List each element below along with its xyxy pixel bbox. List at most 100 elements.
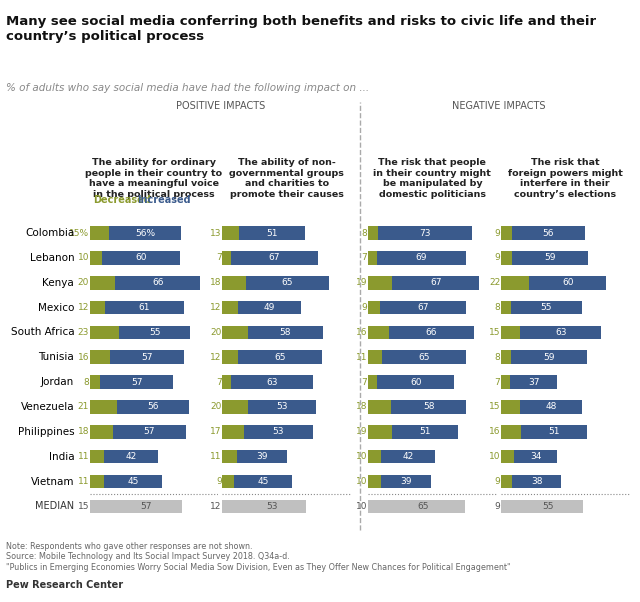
Bar [90,326,119,340]
Text: 10: 10 [489,452,500,461]
Text: 67: 67 [417,303,429,312]
Text: 9: 9 [362,303,367,312]
Text: 65: 65 [282,278,293,287]
Bar [90,301,105,314]
Bar [248,326,323,340]
Text: 59: 59 [545,253,556,262]
Text: 18: 18 [77,427,89,436]
Bar [90,400,116,414]
Text: Venezuela: Venezuela [20,402,74,412]
Text: 7: 7 [362,253,367,262]
Text: 9: 9 [495,229,500,238]
Text: 73: 73 [420,229,431,238]
Text: 22: 22 [489,278,500,287]
Text: 39: 39 [400,477,412,486]
Text: 60: 60 [410,377,421,386]
Text: 15: 15 [77,502,89,511]
Text: 61: 61 [139,303,150,312]
Text: Lebanon: Lebanon [29,253,74,263]
Text: Kenya: Kenya [42,278,74,288]
Text: 51: 51 [266,229,278,238]
Text: 66: 66 [426,328,437,337]
Text: 57: 57 [141,353,153,362]
Bar [90,251,102,265]
Bar [513,500,583,513]
Text: 65: 65 [419,353,430,362]
Bar [232,251,317,265]
Text: 56: 56 [147,403,159,412]
Text: 11: 11 [356,353,367,362]
Text: NEGATIVE IMPACTS: NEGATIVE IMPACTS [452,101,545,111]
Text: Increased: Increased [138,194,191,205]
Text: 15: 15 [489,328,500,337]
Text: 7: 7 [362,377,367,386]
Bar [113,425,186,439]
Bar [90,226,109,240]
Bar [511,350,587,364]
Text: 12: 12 [77,303,89,312]
Bar [246,276,330,290]
Bar [391,400,466,414]
Text: 20: 20 [77,278,89,287]
Text: 55: 55 [149,328,161,337]
Text: 56: 56 [543,229,554,238]
Text: 9: 9 [216,477,221,486]
Bar [223,500,238,513]
Bar [90,425,113,439]
Bar [500,400,520,414]
Bar [368,251,377,265]
Bar [368,450,381,464]
Text: 10: 10 [356,477,367,486]
Text: 49: 49 [264,303,275,312]
Bar [368,301,380,314]
Text: 63: 63 [266,377,278,386]
Text: 60: 60 [136,253,147,262]
Bar [90,450,104,464]
Bar [90,474,104,488]
Bar [104,474,162,488]
Text: 9: 9 [495,253,500,262]
Text: 59: 59 [543,353,555,362]
Text: 12: 12 [211,502,221,511]
Bar [510,375,557,389]
Text: 63: 63 [555,328,566,337]
Bar [500,450,514,464]
Bar [380,301,466,314]
Text: 13: 13 [211,229,221,238]
Text: 18: 18 [211,278,221,287]
Text: Note: Respondents who gave other responses are not shown.
Source: Mobile Technol: Note: Respondents who gave other respons… [6,542,511,572]
Text: 18: 18 [356,403,367,412]
Bar [529,276,607,290]
Text: 69: 69 [416,253,428,262]
Bar [115,276,200,290]
Bar [368,276,392,290]
Text: 42: 42 [125,452,136,461]
Bar [119,326,190,340]
Bar [116,400,189,414]
Text: 53: 53 [273,427,284,436]
Text: 58: 58 [423,403,435,412]
Text: 10: 10 [77,253,89,262]
Bar [238,500,306,513]
Text: 67: 67 [430,278,442,287]
Bar [234,474,292,488]
Bar [392,276,479,290]
Bar [520,400,582,414]
Text: 20: 20 [211,403,221,412]
Text: Decreased: Decreased [93,194,150,205]
Text: 7: 7 [216,253,221,262]
Text: 19: 19 [356,278,367,287]
Text: Jordan: Jordan [41,377,74,387]
Bar [223,375,232,389]
Bar [90,375,100,389]
Bar [232,375,312,389]
Text: 58: 58 [280,328,291,337]
Bar [223,326,248,340]
Bar [102,251,180,265]
Text: The ability for ordinary
people in their country to
have a meaningful voice
in t: The ability for ordinary people in their… [86,158,223,199]
Text: 45: 45 [257,477,269,486]
Bar [368,425,392,439]
Text: 15%: 15% [69,229,89,238]
Text: 55: 55 [541,303,552,312]
Text: 48: 48 [545,403,557,412]
